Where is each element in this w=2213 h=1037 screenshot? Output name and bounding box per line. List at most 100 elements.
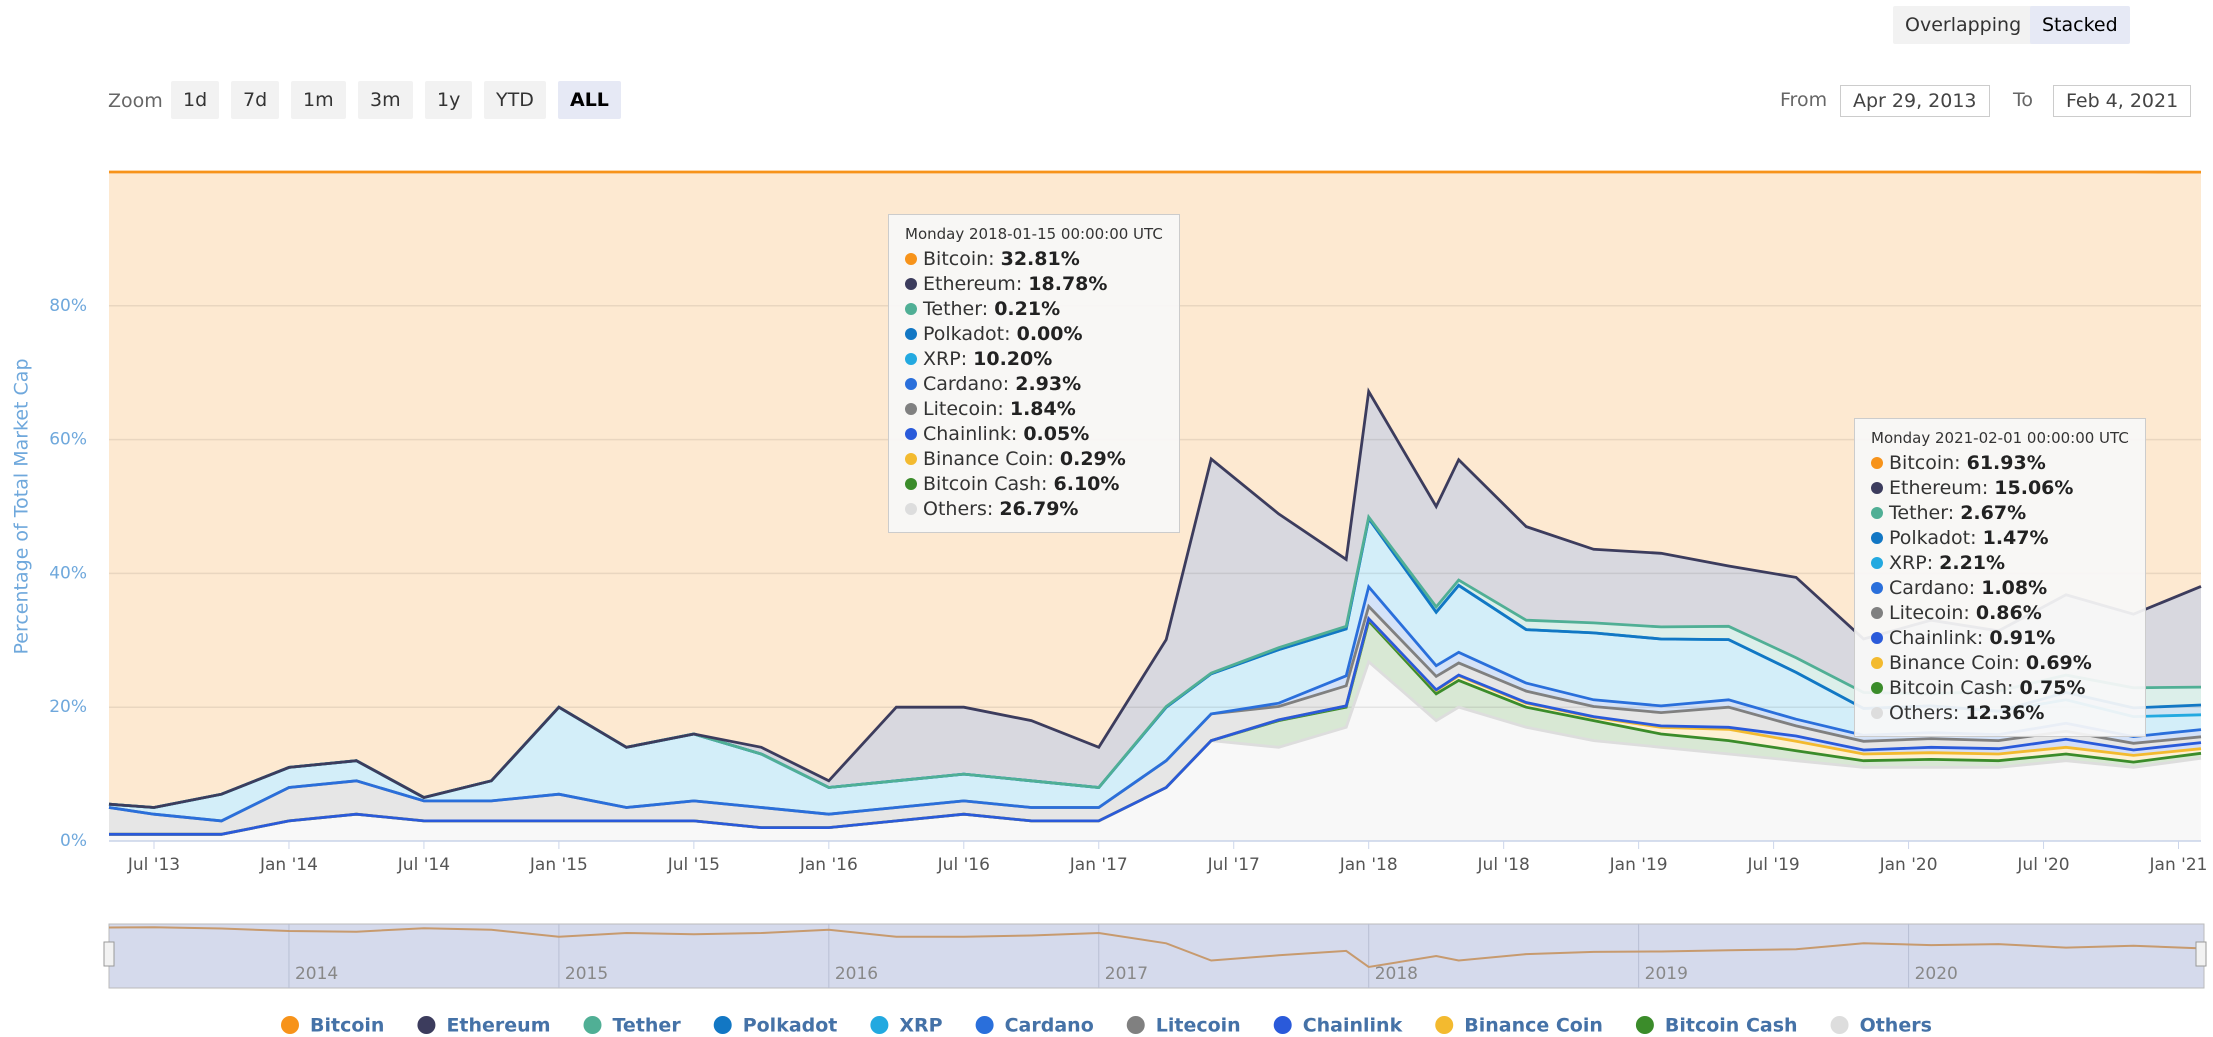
tooltip-row: Ethereum: 18.78% (905, 272, 1163, 297)
tooltip-name: Ethereum (1889, 477, 1982, 499)
y-tick-label: 0% (60, 831, 87, 851)
navigator (108, 923, 2205, 989)
zoom-button[interactable]: 7d (231, 81, 280, 119)
navigator-handle (103, 941, 115, 967)
tooltip-name: Binance Coin (923, 448, 1048, 470)
navigator-label: 2016 (835, 964, 878, 984)
zoom-button[interactable]: 1d (171, 81, 220, 119)
legend-label: Litecoin (1156, 1015, 1241, 1037)
tooltip-value: 32.81% (1000, 248, 1080, 270)
legend-marker (975, 1016, 994, 1034)
tooltip-row: Binance Coin: 0.29% (905, 447, 1163, 472)
tooltip-name: XRP (923, 348, 961, 370)
zoom-button[interactable]: ALL (558, 81, 621, 119)
x-tick-label: Jan '15 (529, 855, 588, 875)
legend-label: Ethereum (446, 1015, 550, 1037)
tooltip-value: 18.78% (1028, 273, 1108, 295)
tooltip-dot (1871, 557, 1883, 569)
tooltip-row: Others: 26.79% (905, 497, 1163, 522)
navigator-handle (2195, 941, 2207, 967)
tooltip-row: Tether: 2.67% (1871, 501, 2129, 526)
tooltip-name: Bitcoin Cash (1889, 677, 2008, 699)
tooltip-dot (1871, 532, 1883, 544)
tooltip-row: XRP: 2.21% (1871, 551, 2129, 576)
x-tick-label: Jan '18 (1339, 855, 1398, 875)
to-input[interactable]: Feb 4, 2021 (2053, 85, 2192, 117)
x-tick-label: Jan '16 (799, 855, 858, 875)
tooltip-value: 1.84% (1009, 398, 1076, 420)
navigator-label: 2020 (1915, 964, 1958, 984)
x-tick-label: Jan '20 (1879, 855, 1938, 875)
legend-label: Binance Coin (1464, 1015, 1603, 1037)
tooltip-dot (1871, 507, 1883, 519)
legend-marker (281, 1016, 299, 1034)
tooltip-dot (1871, 632, 1883, 644)
tooltip-name: Tether (1889, 502, 1948, 524)
tooltip-name: Others (923, 498, 987, 520)
tooltip-value: 2.21% (1939, 552, 2006, 574)
x-tick-label: Jul '13 (127, 855, 180, 875)
tooltip-row: Cardano: 2.93% (905, 372, 1163, 397)
area (109, 661, 2201, 841)
tooltip-row: Bitcoin: 61.93% (1871, 451, 2129, 476)
tooltip-value: 0.86% (1975, 602, 2042, 624)
zoom-button[interactable]: 1m (291, 81, 346, 119)
tooltip-row: Polkadot: 0.00% (905, 322, 1163, 347)
tooltip-value: 0.29% (1059, 448, 1126, 470)
x-tick-label: Jul '20 (2016, 855, 2069, 875)
tooltip-dot (1871, 707, 1883, 719)
tooltip-dot (1871, 482, 1883, 494)
navigator-label: 2017 (1105, 964, 1148, 984)
legend-label: Chainlink (1303, 1015, 1403, 1037)
tooltip-value: 1.47% (1982, 527, 2049, 549)
legend-marker (417, 1016, 436, 1034)
y-tick-label: 60% (49, 430, 87, 450)
area (109, 391, 2201, 808)
legend-marker (870, 1016, 889, 1034)
navigator-label: 2018 (1375, 964, 1418, 984)
zoom-button[interactable]: 3m (358, 81, 413, 119)
legend-marker (583, 1016, 602, 1034)
tooltip-row: Cardano: 1.08% (1871, 576, 2129, 601)
tooltip-name: XRP (1889, 552, 1927, 574)
tooltip-name: Others (1889, 702, 1953, 724)
legend-marker (713, 1016, 732, 1034)
y-axis-label: Percentage of Total Market Cap (11, 358, 33, 654)
tooltip-row: Ethereum: 15.06% (1871, 476, 2129, 501)
tooltip-row: Tether: 0.21% (905, 297, 1163, 322)
tooltip-dot (905, 503, 917, 515)
tooltip-value: 0.75% (2019, 677, 2086, 699)
legend-marker (1273, 1016, 1292, 1034)
tooltip-name: Tether (923, 298, 982, 320)
legend-marker (1435, 1016, 1454, 1034)
x-tick-label: Jul '16 (937, 855, 990, 875)
legend-label: XRP (899, 1015, 942, 1037)
zoom-label: Zoom (108, 90, 163, 112)
x-tick-label: Jul '18 (1477, 855, 1530, 875)
navigator-label: 2019 (1645, 964, 1688, 984)
tooltip-row: Bitcoin Cash: 6.10% (905, 472, 1163, 497)
x-tick-label: Jan '19 (1609, 855, 1668, 875)
tooltip-name: Bitcoin Cash (923, 473, 1042, 495)
mode-button[interactable]: Overlapping (1893, 6, 2034, 44)
zoom-button[interactable]: 1y (425, 81, 473, 119)
y-tick-label: 20% (49, 697, 87, 717)
tooltip-value: 2.67% (1960, 502, 2027, 524)
tooltip-dot (905, 353, 917, 365)
tooltip-dot (905, 403, 917, 415)
x-tick-label: Jan '14 (259, 855, 318, 875)
tooltip-name: Litecoin (923, 398, 998, 420)
tooltip-name: Bitcoin (1889, 452, 1955, 474)
area (109, 518, 2201, 821)
tooltip-value: 0.21% (994, 298, 1061, 320)
mode-button[interactable]: Stacked (2030, 6, 2130, 44)
area (109, 517, 2201, 808)
navigator-line (108, 926, 2202, 969)
legend-label: Others (1860, 1015, 1932, 1037)
from-input[interactable]: Apr 29, 2013 (1840, 85, 1990, 117)
zoom-button[interactable]: YTD (484, 81, 546, 119)
tooltip-dot (905, 478, 917, 490)
tooltip-row: Binance Coin: 0.69% (1871, 651, 2129, 676)
tooltip-dot (905, 378, 917, 390)
